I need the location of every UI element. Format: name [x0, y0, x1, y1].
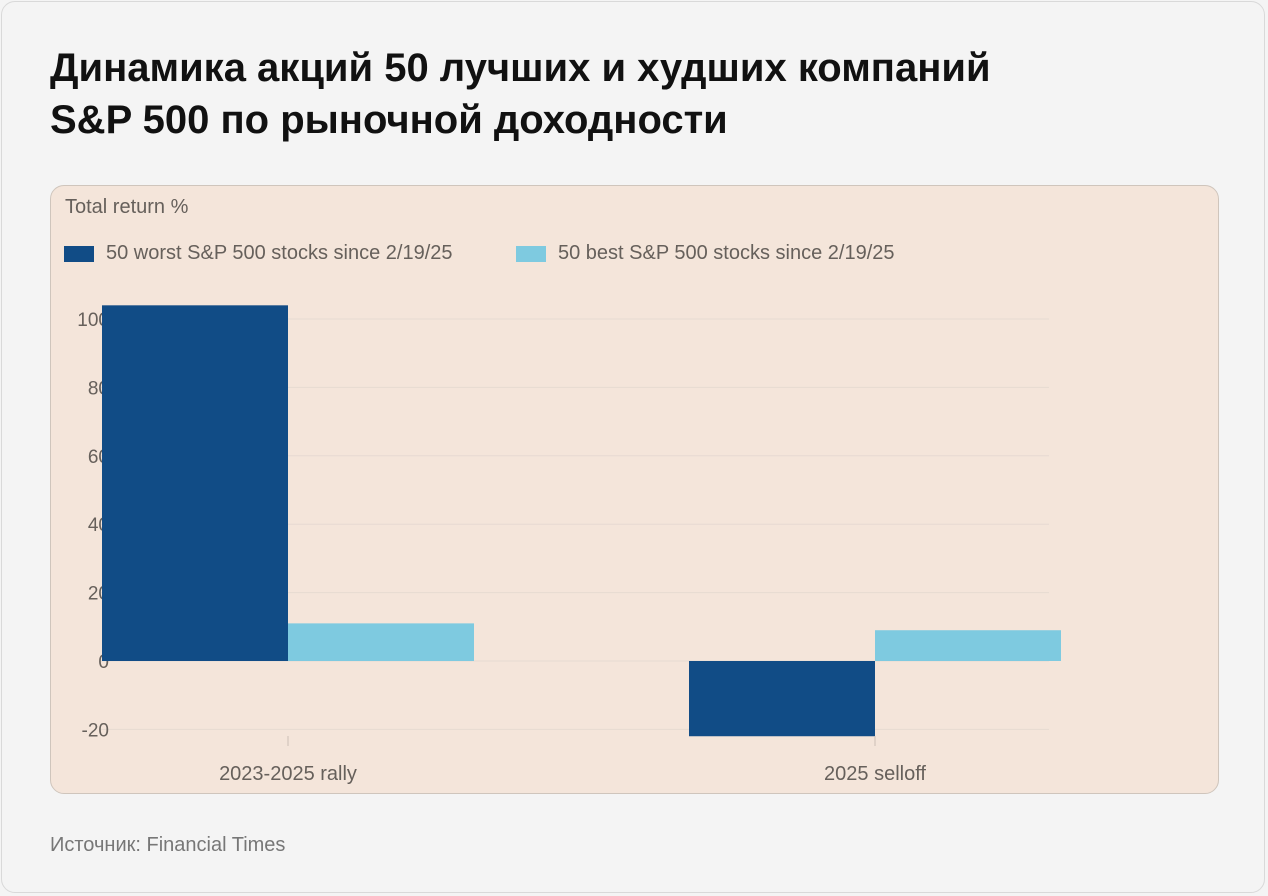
title-line-2: S&P 500 по рыночной доходности — [50, 98, 728, 142]
y-axis-label: Total return % — [65, 196, 189, 218]
y-tick-label: 0 — [98, 652, 109, 673]
x-tick-label: 2023-2025 rally — [219, 763, 357, 785]
bar-worst — [102, 305, 288, 661]
legend-swatch-worst — [64, 245, 94, 262]
x-tick-label: 2025 selloff — [824, 763, 926, 785]
bar-best — [288, 623, 474, 661]
legend-label-worst: 50 worst S&P 500 stocks since 2/19/25 — [106, 242, 453, 264]
legend-item-worst: 50 worst S&P 500 stocks since 2/19/25 — [64, 242, 453, 265]
chart-panel: Total return % 50 worst S&P 500 stocks s… — [50, 185, 1219, 794]
source-note: Источник: Financial Times — [50, 834, 286, 856]
bar-worst — [689, 661, 875, 737]
y-tick-label: 100 — [77, 310, 109, 331]
legend-label-best: 50 best S&P 500 stocks since 2/19/25 — [558, 242, 895, 264]
title-line-1: Динамика акций 50 лучших и худших компан… — [50, 46, 991, 90]
page-title: Динамика акций 50 лучших и худших компан… — [50, 42, 1150, 146]
legend-item-best: 50 best S&P 500 stocks since 2/19/25 — [516, 242, 895, 265]
legend-swatch-best — [516, 245, 546, 262]
y-tick-label: -20 — [82, 720, 109, 741]
legend: 50 worst S&P 500 stocks since 2/19/25 50… — [64, 242, 1164, 266]
bar-best — [875, 630, 1061, 661]
